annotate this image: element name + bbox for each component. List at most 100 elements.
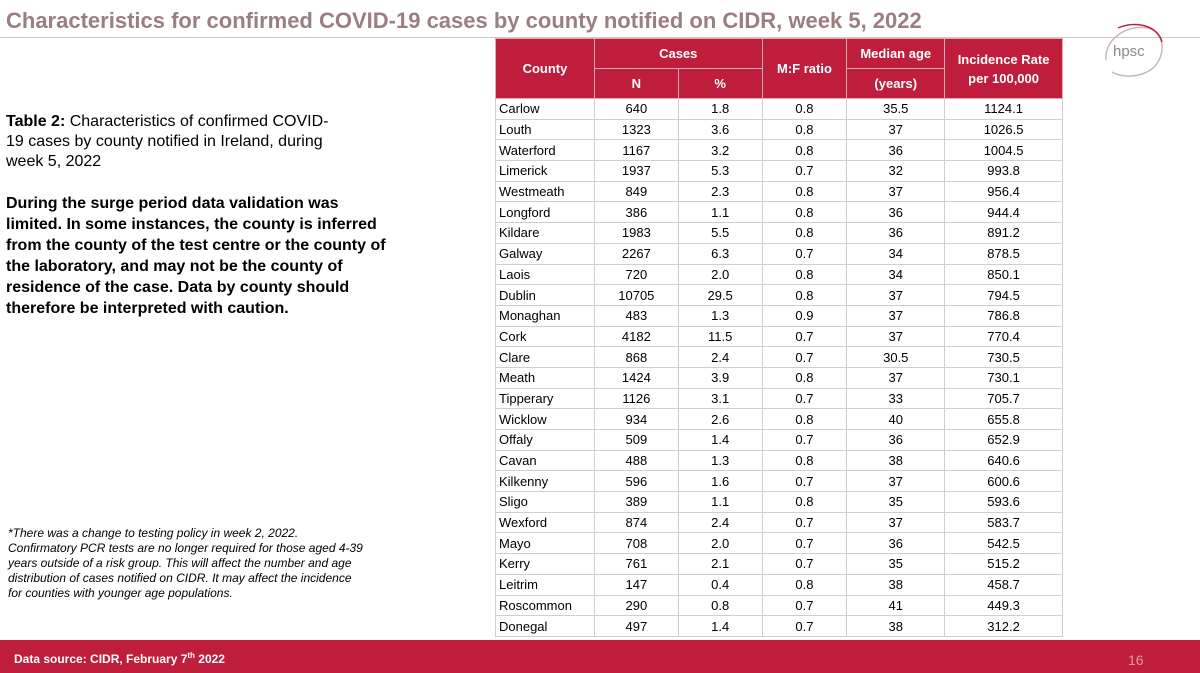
cell-cases-pct: 2.6 [677,408,763,430]
cell-mf-ratio: 0.7 [761,511,848,534]
cell-cases-n: 934 [593,408,679,430]
hpsc-logo: hpsc [1105,23,1163,77]
cell-mf-ratio: 0.8 [761,449,848,472]
cell-mf-ratio: 0.7 [761,594,848,617]
cell-cases-pct: 2.4 [677,511,763,534]
cell-cases-n: 389 [593,491,679,513]
cell-county: Leitrim [495,573,595,596]
cell-cases-n: 10705 [593,284,679,306]
cell-incidence-rate: 458.7 [944,573,1063,596]
cell-cases-n: 1323 [593,118,679,141]
cell-cases-n: 488 [593,449,679,472]
cell-incidence-rate: 542.5 [944,532,1063,555]
cell-incidence-rate: 891.2 [944,222,1063,244]
cell-incidence-rate: 956.4 [944,180,1063,203]
cell-county: Kerry [495,553,595,575]
cell-incidence-rate: 944.4 [944,201,1063,224]
cell-median-age: 32 [846,160,946,182]
cell-median-age: 36 [846,532,946,555]
cell-county: Galway [495,242,595,265]
table-row: Donegal 497 1.4 0.7 38 312.2 [495,615,1063,637]
cell-mf-ratio: 0.8 [761,366,848,389]
table-row: Cork 4182 11.5 0.7 37 770.4 [495,325,1063,348]
table-row: Kerry 761 2.1 0.7 35 515.2 [495,553,1063,575]
cell-mf-ratio: 0.7 [761,242,848,265]
cell-mf-ratio: 0.8 [761,491,848,513]
cell-cases-n: 1424 [593,366,679,389]
cell-county: Kilkenny [495,470,595,493]
cell-median-age: 35 [846,491,946,513]
cell-incidence-rate: 730.1 [944,366,1063,389]
cell-median-age: 35.5 [846,98,946,120]
header-median-age-unit: (years) [846,68,946,99]
cell-median-age: 37 [846,180,946,203]
cell-cases-pct: 11.5 [677,325,763,348]
table-row: Sligo 389 1.1 0.8 35 593.6 [495,491,1063,513]
cell-incidence-rate: 600.6 [944,470,1063,493]
footer-bar: Data source: CIDR, February 7th 2022 16 [0,640,1200,673]
page-title: Characteristics for confirmed COVID-19 c… [6,8,922,33]
cell-incidence-rate: 449.3 [944,594,1063,617]
cell-cases-pct: 1.6 [677,470,763,493]
cell-county: Cavan [495,449,595,472]
cell-median-age: 41 [846,594,946,617]
table-row: Waterford 1167 3.2 0.8 36 1004.5 [495,139,1063,162]
cell-county: Monaghan [495,304,595,327]
cell-cases-n: 1937 [593,160,679,182]
cell-incidence-rate: 640.6 [944,449,1063,472]
cell-mf-ratio: 0.7 [761,346,848,368]
cell-county: Laois [495,263,595,286]
cell-incidence-rate: 583.7 [944,511,1063,534]
cell-county: Louth [495,118,595,141]
cell-median-age: 38 [846,449,946,472]
cell-cases-n: 290 [593,594,679,617]
cell-cases-n: 497 [593,615,679,637]
cell-median-age: 37 [846,325,946,348]
table-caption: Table 2: Characteristics of confirmed CO… [6,112,336,172]
cell-mf-ratio: 0.7 [761,615,848,637]
cell-incidence-rate: 730.5 [944,346,1063,368]
table-row: Monaghan 483 1.3 0.9 37 786.8 [495,304,1063,327]
cell-county: Wexford [495,511,595,534]
cell-cases-n: 386 [593,201,679,224]
table-body: Carlow 640 1.8 0.8 35.5 1124.1 Louth 1323 3.6 0.8… [495,98,1063,637]
cell-median-age: 37 [846,304,946,327]
validation-note: During the surge period data validation … [6,195,386,317]
cell-median-age: 33 [846,387,946,410]
cell-median-age: 34 [846,263,946,286]
header-incidence-line1: Incidence Rate [957,51,1050,67]
header-incidence-rate: Incidence Rate per 100,000 [944,38,1063,99]
cell-county: Donegal [495,615,595,637]
cell-median-age: 30.5 [846,346,946,368]
cell-county: Tipperary [495,387,595,410]
cell-cases-pct: 1.8 [677,98,763,120]
cell-median-age: 40 [846,408,946,430]
cell-mf-ratio: 0.7 [761,160,848,182]
cell-mf-ratio: 0.8 [761,263,848,286]
table-row: Dublin 10705 29.5 0.8 37 794.5 [495,284,1063,306]
cell-county: Carlow [495,98,595,120]
table-row: Wexford 874 2.4 0.7 37 583.7 [495,511,1063,534]
cell-incidence-rate: 770.4 [944,325,1063,348]
cell-county: Westmeath [495,180,595,203]
table-row: Roscommon 290 0.8 0.7 41 449.3 [495,594,1063,617]
cell-median-age: 35 [846,553,946,575]
cell-cases-pct: 1.4 [677,429,763,451]
table-row: Leitrim 147 0.4 0.8 38 458.7 [495,573,1063,596]
cell-cases-pct: 0.8 [677,594,763,617]
cell-incidence-rate: 593.6 [944,491,1063,513]
cell-mf-ratio: 0.8 [761,284,848,306]
cell-median-age: 37 [846,511,946,534]
cell-mf-ratio: 0.7 [761,387,848,410]
caption-text: Characteristics of confirmed COVID-19 ca… [6,113,329,170]
cell-cases-pct: 3.1 [677,387,763,410]
cell-cases-n: 1983 [593,222,679,244]
cell-cases-n: 596 [593,470,679,493]
cell-cases-n: 483 [593,304,679,327]
table-row: Galway 2267 6.3 0.7 34 878.5 [495,242,1063,265]
cell-cases-n: 874 [593,511,679,534]
cell-median-age: 36 [846,201,946,224]
table-row: Louth 1323 3.6 0.8 37 1026.5 [495,118,1063,141]
data-source-sup: th [187,651,195,660]
cell-cases-n: 509 [593,429,679,451]
